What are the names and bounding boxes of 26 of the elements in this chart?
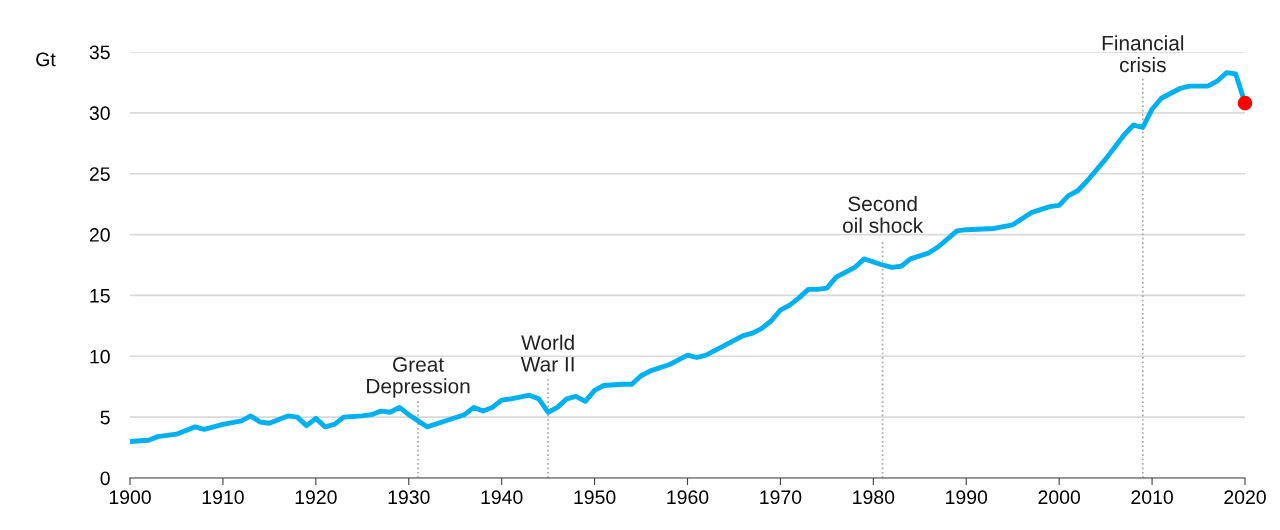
ref-line-label: Second oil shock (842, 195, 924, 233)
y-tick-label: 10 (90, 349, 110, 364)
x-tick-label: 1990 (946, 490, 988, 505)
ref-line-label: Great Depression (367, 357, 470, 398)
x-tick-label: 2010 (1131, 490, 1173, 505)
y-tick-label: 15 (90, 289, 110, 303)
y-tick-label: 0 (100, 471, 110, 486)
x-tick-label: 2020 (1224, 490, 1266, 505)
x-tick-label: 1920 (295, 490, 337, 505)
x-tick-label: 1940 (481, 490, 523, 505)
x-tick-label: 1980 (853, 490, 895, 505)
y-tick-label: 35 (89, 45, 110, 60)
ref-line-label: Financial crisis (1102, 35, 1184, 73)
x-tick-label: 1960 (667, 490, 709, 505)
x-tick-label: 1910 (202, 490, 244, 505)
x-tick-label: 1900 (109, 490, 151, 505)
y-tick-label: 25 (89, 167, 110, 181)
y-tick-label: 5 (100, 410, 110, 425)
ref-line-label: World War II (520, 334, 574, 372)
x-tick-label: 1970 (760, 490, 802, 505)
y-tick-label: 30 (89, 106, 110, 121)
x-tick-label: 2000 (1038, 490, 1081, 505)
x-tick-label: 1930 (388, 490, 430, 505)
x-tick-label: 1950 (574, 490, 616, 505)
y-tick-label: 20 (89, 228, 110, 242)
y-axis-title: Gt (36, 52, 56, 67)
